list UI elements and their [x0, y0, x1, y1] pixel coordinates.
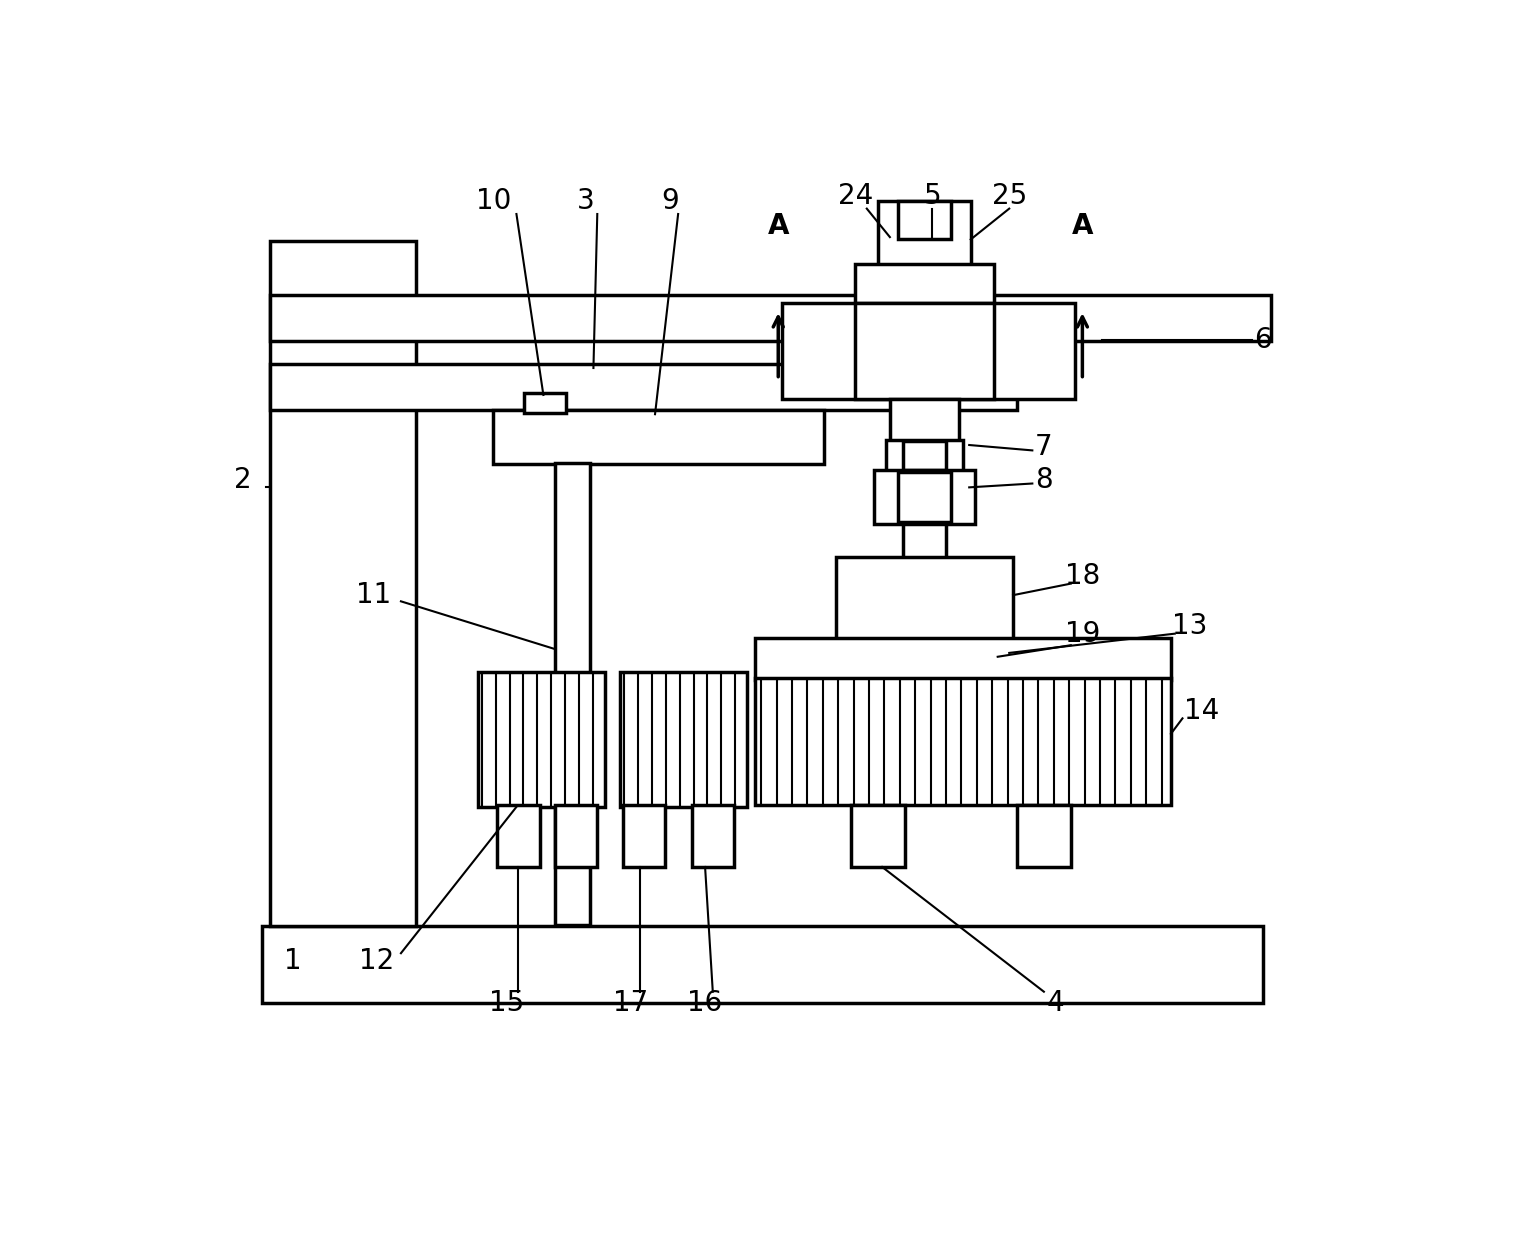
Bar	[494, 410, 825, 464]
Bar	[621, 672, 748, 807]
Text: 11: 11	[356, 581, 392, 609]
Bar	[875, 470, 975, 525]
Bar	[836, 557, 1013, 649]
Bar	[692, 806, 734, 867]
Text: 2: 2	[235, 465, 251, 494]
Bar	[269, 295, 1272, 340]
Bar	[755, 678, 1170, 806]
Text: A: A	[768, 212, 789, 240]
Text: 8: 8	[1036, 465, 1052, 494]
Text: 3: 3	[577, 187, 595, 215]
Text: 12: 12	[359, 947, 394, 974]
Text: 14: 14	[1184, 697, 1219, 724]
Text: 6: 6	[1255, 326, 1272, 354]
Bar	[783, 302, 1075, 399]
Bar	[902, 525, 946, 560]
Bar	[1017, 806, 1070, 867]
Bar	[851, 647, 998, 709]
Text: 15: 15	[489, 989, 524, 1018]
Text: 9: 9	[662, 187, 680, 215]
Text: 24: 24	[837, 182, 874, 210]
Bar	[855, 302, 993, 399]
Bar	[851, 806, 905, 867]
Bar	[855, 264, 993, 307]
Text: A: A	[1072, 212, 1093, 240]
Text: 25: 25	[992, 182, 1026, 210]
Text: 19: 19	[1064, 620, 1101, 647]
Text: 18: 18	[1064, 562, 1101, 591]
Text: 7: 7	[1036, 433, 1052, 462]
Bar	[478, 672, 606, 807]
Text: 5: 5	[924, 182, 942, 210]
Text: 4: 4	[1046, 989, 1064, 1018]
Bar	[878, 201, 970, 266]
Text: 17: 17	[613, 989, 648, 1018]
Bar	[886, 439, 963, 472]
Bar	[269, 241, 416, 926]
Bar	[902, 441, 946, 470]
Bar	[622, 806, 665, 867]
Bar	[755, 638, 1170, 680]
Bar	[890, 399, 960, 441]
Text: 1: 1	[285, 947, 301, 974]
Bar	[898, 472, 951, 522]
Text: 10: 10	[475, 187, 512, 215]
Bar	[556, 806, 598, 867]
Bar	[556, 463, 589, 925]
Bar	[898, 201, 951, 239]
Bar	[524, 394, 566, 412]
Text: 13: 13	[1172, 612, 1208, 640]
Text: 16: 16	[687, 989, 722, 1018]
Bar	[497, 806, 539, 867]
Bar	[262, 926, 1263, 1003]
Bar	[269, 364, 1017, 410]
